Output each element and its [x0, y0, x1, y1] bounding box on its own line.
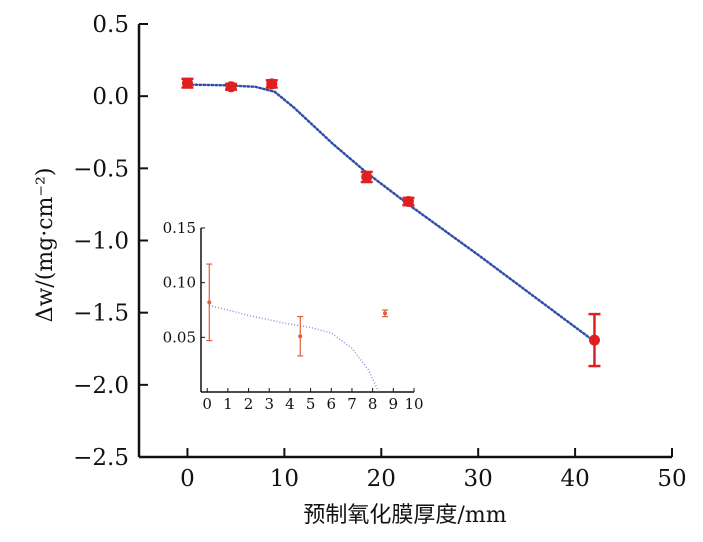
- inset-x-tick-label: 9: [389, 395, 399, 413]
- inset-y-tick-label: 0.05: [163, 328, 196, 346]
- x-tick-label: 0: [180, 466, 195, 492]
- inset-plot: 0 1 2 3 4 5 6 7 8 9 10 0.15 0.10 0.05: [163, 219, 424, 413]
- data-point: [588, 334, 600, 346]
- y-tick-label: −2.5: [73, 445, 129, 471]
- inset-x-tick-label: 3: [264, 395, 274, 413]
- inset-x-tick-label: 10: [404, 395, 423, 413]
- data-point: [402, 196, 414, 208]
- inset-y-tick-label: 0.15: [163, 219, 196, 237]
- data-point: [225, 81, 237, 93]
- inset-data-point: [207, 300, 212, 305]
- data-point: [181, 77, 193, 89]
- inset-fit-curve: [209, 304, 380, 393]
- x-axis-title: 预制氧化膜厚度/mm: [303, 503, 506, 528]
- x-tick-label: 30: [464, 466, 493, 492]
- inset-x-tick-label: 8: [368, 395, 378, 413]
- inset-x-tick-label: 0: [202, 395, 212, 413]
- inset-x-tick-label: 7: [347, 395, 357, 413]
- inset-data-point: [383, 311, 388, 316]
- inset-x-tick-label: 2: [244, 395, 254, 413]
- x-tick-label: 50: [657, 466, 686, 492]
- y-tick-label: −0.5: [73, 156, 129, 182]
- y-tick-label: −2.0: [73, 373, 129, 399]
- y-tick-label: −1.5: [73, 301, 129, 327]
- inset-y-tick-label: 0.10: [163, 274, 196, 292]
- y-axis-title: Δw/(mg·cm⁻²): [33, 168, 58, 323]
- y-tick-label: 0.5: [92, 12, 129, 38]
- inset-x-tick-label: 5: [306, 395, 316, 413]
- inset-x-tick-label: 1: [223, 395, 233, 413]
- y-tick-label: 0.0: [92, 84, 129, 110]
- x-tick-label: 20: [367, 466, 396, 492]
- y-tick-label: −1.0: [73, 229, 129, 255]
- x-tick-label: 40: [560, 466, 589, 492]
- main-plot: 0 10 20 30 40 500.50.0−0.5−1.0−1.5−2.0−2.5: [73, 12, 687, 492]
- fit-curve: [186, 83, 596, 343]
- x-tick-label: 10: [270, 466, 299, 492]
- inset-x-tick-label: 6: [327, 395, 337, 413]
- inset-x-tick-label: 4: [285, 395, 295, 413]
- inset-data-point: [298, 334, 303, 339]
- data-point: [266, 78, 278, 90]
- data-point: [361, 171, 373, 183]
